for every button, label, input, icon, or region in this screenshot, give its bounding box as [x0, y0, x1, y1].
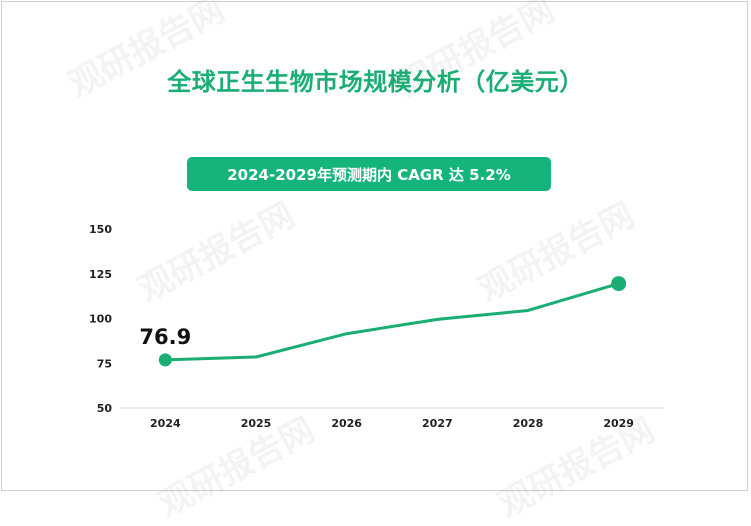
- x-tick-label: 2026: [331, 417, 362, 430]
- line-chart: 50 75 100 125 150 2024 2025 2026 2027 2028 2029 7…: [89, 223, 664, 430]
- chart-title: 全球正生生物市场规模分析（亿美元）: [167, 68, 584, 96]
- x-tick-label: 2028: [513, 417, 544, 430]
- x-axis: 2024 2025 2026 2027 2028 2029: [120, 407, 664, 430]
- plot-area: 76.9: [139, 276, 627, 367]
- y-tick-label: 50: [97, 402, 113, 415]
- x-tick-label: 2027: [422, 417, 453, 430]
- cagr-badge: 2024-2029年预测期内 CAGR 达 5.2%: [187, 157, 551, 191]
- y-tick-label: 75: [97, 357, 112, 370]
- y-axis: 50 75 100 125 150: [89, 223, 112, 415]
- x-tick-label: 2029: [603, 417, 634, 430]
- x-tick-label: 2025: [241, 417, 272, 430]
- y-tick-label: 100: [89, 313, 112, 326]
- chart-frame: [1, 1, 748, 491]
- data-point-2029: [611, 276, 627, 292]
- data-point-2024: [158, 353, 172, 367]
- data-label: 76.9: [139, 325, 191, 349]
- series-line: [163, 282, 621, 362]
- y-tick-label: 150: [89, 223, 112, 236]
- y-tick-label: 125: [89, 268, 112, 281]
- x-tick-label: 2024: [150, 417, 181, 430]
